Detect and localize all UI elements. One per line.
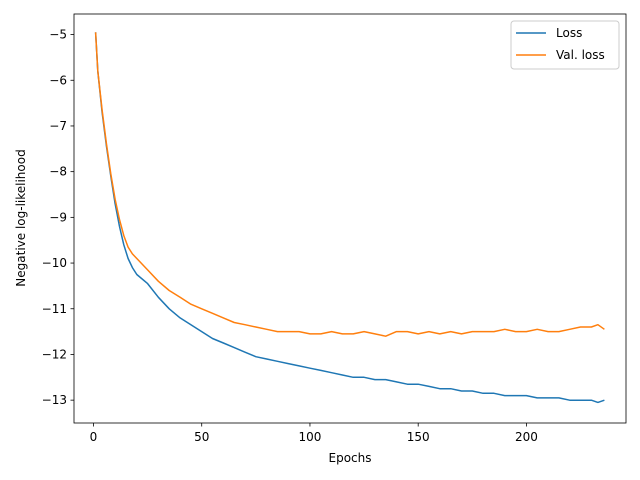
y-tick-label: −8 <box>49 165 67 179</box>
x-tick-label: 50 <box>194 430 209 444</box>
x-tick-label: 150 <box>407 430 430 444</box>
series-line-val-loss <box>94 32 605 337</box>
y-tick-label: −5 <box>49 28 67 42</box>
series-line-loss <box>94 32 605 404</box>
plot-lines <box>94 32 605 404</box>
y-axis-label: Negative log-likelihood <box>14 149 28 286</box>
y-tick-label: −7 <box>49 119 67 133</box>
legend: Loss Val. loss <box>510 20 620 70</box>
y-tick-label: −12 <box>42 347 67 361</box>
y-tick-label: −11 <box>42 302 67 316</box>
y-tick-label: −10 <box>42 256 67 270</box>
y-axis: −13 −12 −11 −10 −9 −8 −7 −6 −5 <box>42 28 74 407</box>
x-tick-label: 200 <box>515 430 538 444</box>
plot-frame <box>73 13 627 424</box>
x-axis: 0 50 100 150 200 <box>90 423 538 444</box>
legend-label-loss: Loss <box>556 26 582 40</box>
y-tick-label: −13 <box>42 393 67 407</box>
x-tick-label: 0 <box>90 430 98 444</box>
legend-label-val-loss: Val. loss <box>556 48 605 62</box>
y-tick-label: −9 <box>49 210 67 224</box>
y-tick-label: −6 <box>49 73 67 87</box>
x-tick-label: 100 <box>298 430 321 444</box>
x-axis-label: Epochs <box>329 451 372 465</box>
